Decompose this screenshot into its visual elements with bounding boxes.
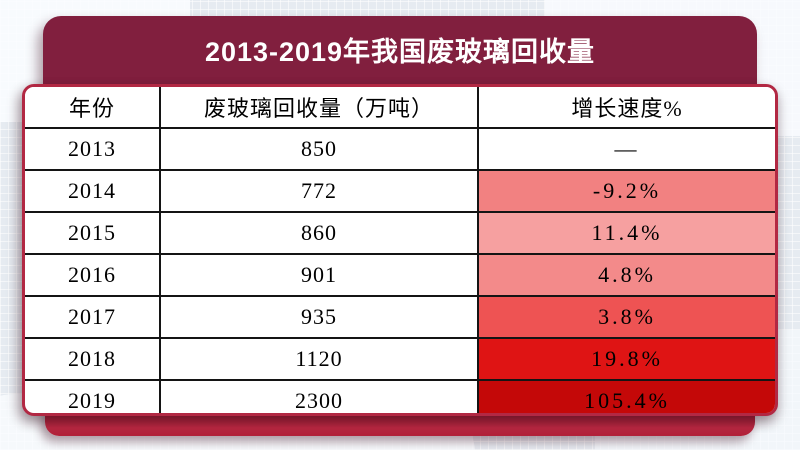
- table-row: 2014 772 -9.2%: [25, 169, 775, 213]
- page-title: 2013-2019年我国废玻璃回收量: [204, 36, 596, 67]
- volume-cell: 1120: [159, 337, 479, 381]
- growth-cell: 19.8%: [477, 337, 775, 381]
- year-cell: 2014: [25, 169, 161, 213]
- year-cell: 2017: [25, 295, 161, 339]
- growth-cell: 4.8%: [477, 253, 775, 297]
- table-row: 2018 1120 19.8%: [25, 337, 775, 381]
- growth-cell: —: [477, 127, 775, 171]
- header-row: 年份 废玻璃回收量（万吨） 增长速度%: [25, 87, 775, 129]
- year-cell: 2013: [25, 127, 161, 171]
- volume-cell: 772: [159, 169, 479, 213]
- table-body: 2013 850 — 2014 772 -9.2% 2015 860 11.4%…: [25, 127, 775, 413]
- table-row: 2013 850 —: [25, 127, 775, 171]
- volume-cell: 860: [159, 211, 479, 255]
- col-header-volume: 废玻璃回收量（万吨）: [159, 87, 479, 129]
- table-row: 2019 2300 105.4%: [25, 379, 775, 413]
- table-row: 2017 935 3.8%: [25, 295, 775, 339]
- volume-cell: 850: [159, 127, 479, 171]
- volume-cell: 935: [159, 295, 479, 339]
- growth-cell: 105.4%: [477, 379, 775, 413]
- growth-cell: -9.2%: [477, 169, 775, 213]
- table-row: 2015 860 11.4%: [25, 211, 775, 255]
- year-cell: 2016: [25, 253, 161, 297]
- data-table: 年份 废玻璃回收量（万吨） 增长速度% 2013 850 — 2014 772 …: [25, 87, 775, 413]
- year-cell: 2018: [25, 337, 161, 381]
- col-header-year: 年份: [25, 87, 161, 129]
- table-card: 年份 废玻璃回收量（万吨） 增长速度% 2013 850 — 2014 772 …: [22, 84, 778, 416]
- year-cell: 2015: [25, 211, 161, 255]
- table-row: 2016 901 4.8%: [25, 253, 775, 297]
- growth-cell: 3.8%: [477, 295, 775, 339]
- year-cell: 2019: [25, 379, 161, 413]
- col-header-growth: 增长速度%: [477, 87, 775, 129]
- volume-cell: 2300: [159, 379, 479, 413]
- volume-cell: 901: [159, 253, 479, 297]
- growth-cell: 11.4%: [477, 211, 775, 255]
